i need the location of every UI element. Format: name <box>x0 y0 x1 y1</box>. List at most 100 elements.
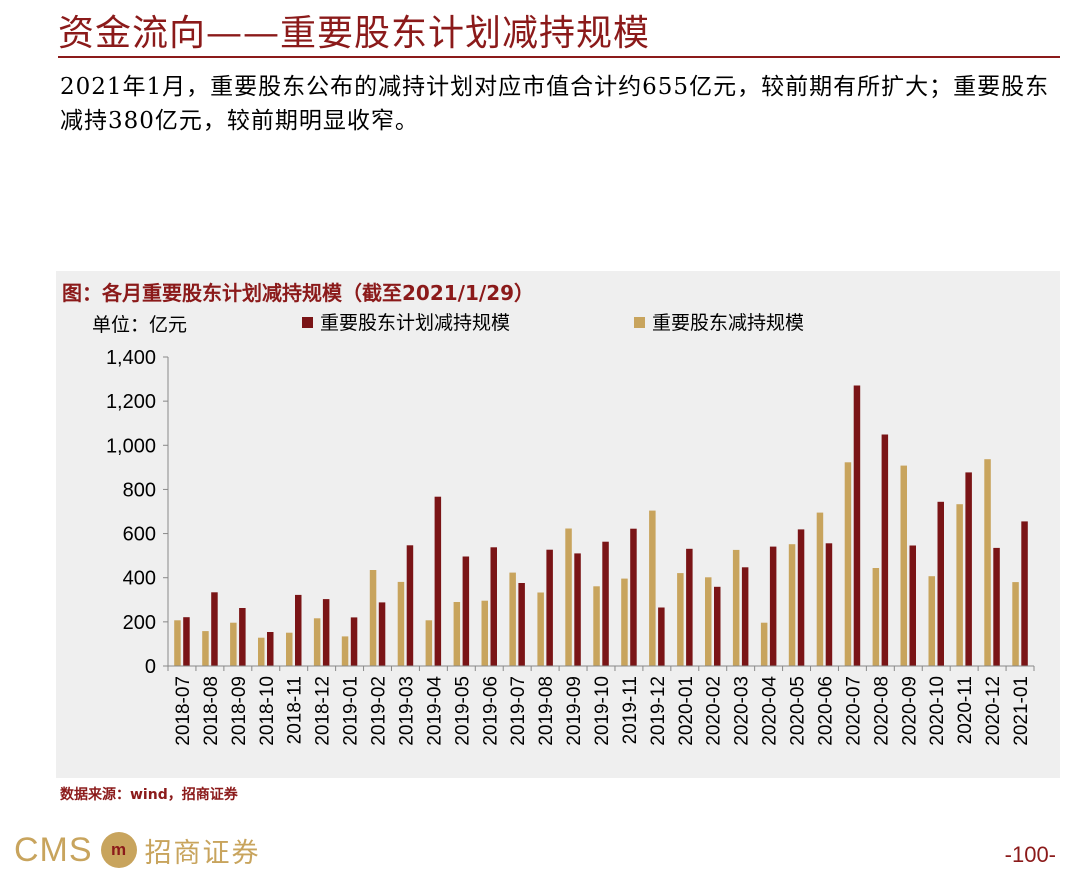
bar-actual <box>705 577 712 666</box>
bar-actual <box>286 632 293 666</box>
bar-planned <box>518 583 525 666</box>
y-tick-label: 200 <box>123 612 156 634</box>
y-tick-label: 1,200 <box>106 391 156 413</box>
x-tick-label: 2019-11 <box>620 676 641 744</box>
x-tick-label: 2020-05 <box>788 676 809 746</box>
bar-actual <box>509 572 516 666</box>
x-tick-label: 2019-09 <box>564 676 585 746</box>
bar-planned <box>993 547 1000 666</box>
bar-actual <box>174 620 181 666</box>
x-tick-label: 2018-09 <box>229 676 250 746</box>
chart-legend: 重要股东计划减持规模 重要股东减持规模 <box>302 312 804 334</box>
bar-planned <box>602 541 609 666</box>
bar-planned <box>462 556 470 666</box>
legend-label: 重要股东计划减持规模 <box>320 312 510 334</box>
bar-actual <box>453 602 461 666</box>
x-tick-label: 2019-03 <box>396 676 417 746</box>
x-tick-label: 2020-04 <box>760 676 781 746</box>
x-tick-label: 2020-11 <box>955 676 976 744</box>
bar-planned <box>741 567 749 666</box>
x-tick-label: 2019-04 <box>424 676 445 746</box>
bar-planned <box>239 608 246 666</box>
logo-badge-icon: m <box>100 832 137 868</box>
legend-swatch <box>302 317 313 328</box>
summary-text: 2021年1月，重要股东公布的减持计划对应市值合计约655亿元，较前期有所扩大；… <box>60 74 1050 134</box>
bar-actual <box>928 576 935 666</box>
bar-actual <box>230 622 237 666</box>
bar-planned <box>797 529 805 666</box>
bar-planned <box>714 586 721 666</box>
bar-planned <box>853 385 861 666</box>
bar-planned <box>295 594 302 666</box>
x-axis: 2018-07 2018-08 2018-09 2018-10 2018-11 2018-… <box>167 665 1035 746</box>
x-tick-label: 2020-10 <box>927 676 948 746</box>
bar-actual <box>984 459 991 666</box>
bar-planned <box>350 617 358 666</box>
x-tick-label: 2020-07 <box>843 676 864 746</box>
x-tick-label: 2019-02 <box>369 676 390 746</box>
x-tick-label: 2019-05 <box>452 676 473 746</box>
x-tick-label: 2018-11 <box>285 676 306 744</box>
x-tick-label: 2018-08 <box>201 676 222 746</box>
bar-actual <box>313 618 321 666</box>
y-tick-label: 1,000 <box>106 435 156 457</box>
bar-planned <box>769 546 777 666</box>
bar-actual <box>621 578 628 666</box>
bar-planned <box>825 543 833 666</box>
bar-actual <box>844 462 852 666</box>
bar-planned <box>686 548 693 666</box>
bar-planned <box>937 501 944 666</box>
y-tick-label: 600 <box>123 524 156 546</box>
x-tick-label: 2020-03 <box>732 676 753 746</box>
bar-actual <box>788 544 796 666</box>
x-tick-label: 2019-08 <box>536 676 557 746</box>
data-source: 数据来源：wind，招商证券 <box>60 787 238 803</box>
bar-planned <box>1021 521 1028 666</box>
x-tick-label: 2021-01 <box>1011 676 1032 746</box>
y-tick-label: 1,400 <box>106 347 156 369</box>
x-tick-label: 2018-10 <box>257 676 278 746</box>
bar-planned <box>378 602 386 666</box>
bar-actual <box>816 512 824 666</box>
bar-planned <box>546 549 553 666</box>
bar-planned <box>965 472 972 666</box>
bar-actual <box>481 600 488 666</box>
x-tick-label: 2020-01 <box>676 676 697 746</box>
bar-actual <box>202 631 209 666</box>
bar-planned <box>490 547 497 666</box>
x-tick-label: 2020-06 <box>815 676 836 746</box>
x-tick-label: 2019-10 <box>592 676 613 746</box>
bar-planned <box>574 553 581 666</box>
bar-chart: 单位：亿元 重要股东计划减持规模 重要股东减持规模 0 200 400 600 800 1,… <box>92 312 1035 746</box>
y-tick-label: 800 <box>123 479 156 501</box>
y-tick-label: 0 <box>145 656 156 678</box>
company-logo: CMS m 招商证券 <box>14 830 261 870</box>
bar-planned <box>434 496 442 666</box>
bar-planned <box>909 545 916 666</box>
bar-actual <box>537 592 544 666</box>
bar-actual <box>425 620 433 666</box>
legend-swatch <box>634 317 645 328</box>
bar-actual <box>649 510 656 666</box>
bar-actual <box>593 586 600 666</box>
bar-planned <box>211 592 218 666</box>
x-tick-label: 2020-12 <box>983 676 1004 746</box>
bar-planned <box>630 528 637 666</box>
bar-actual <box>341 636 349 666</box>
x-tick-label: 2020-02 <box>704 676 725 746</box>
logo-cms-text: CMS <box>14 830 93 869</box>
x-tick-label: 2019-01 <box>341 676 362 746</box>
y-axis: 0 200 400 600 800 1,000 1,200 1,400 <box>106 347 169 678</box>
bar-actual <box>760 622 768 666</box>
bar-actual <box>258 637 265 666</box>
bar-actual <box>565 528 572 666</box>
bar-planned <box>881 434 889 666</box>
x-tick-label: 2020-09 <box>899 676 920 746</box>
page-number: -100- <box>1004 842 1056 867</box>
chart-title: 图：各月重要股东计划减持规模（截至2021/1/29） <box>62 281 535 305</box>
bars-group <box>174 385 1028 666</box>
bar-planned <box>322 599 330 666</box>
page-title: 资金流向——重要股东计划减持规模 <box>58 13 651 54</box>
title-divider <box>58 56 1060 58</box>
x-tick-label: 2019-06 <box>480 676 501 746</box>
